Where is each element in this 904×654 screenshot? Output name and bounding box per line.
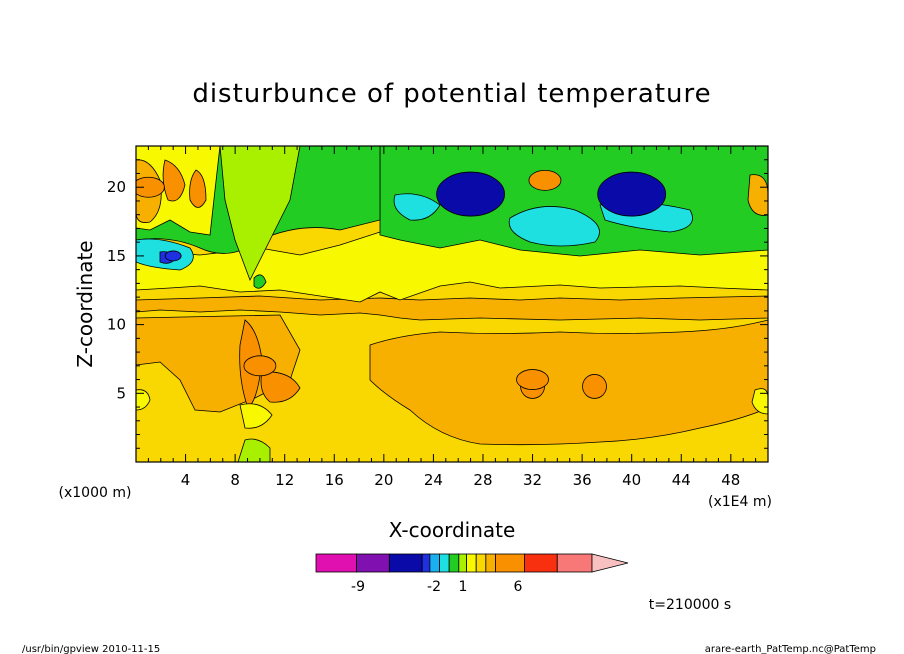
time-label: t=210000 s bbox=[649, 597, 731, 613]
feature-layer bbox=[136, 169, 667, 399]
contour-region bbox=[508, 206, 600, 247]
y-tick-label: 20 bbox=[107, 178, 126, 196]
colorbar-segment bbox=[485, 553, 496, 573]
colorbar-tick-label: -2 bbox=[427, 579, 441, 595]
contour-region bbox=[136, 389, 151, 411]
colorbar-segment bbox=[448, 553, 460, 573]
colorbar-segment bbox=[429, 553, 440, 573]
footer-left: /usr/bin/gpview 2010-11-15 bbox=[22, 644, 160, 654]
contour-region bbox=[393, 193, 441, 221]
x-tick-label: 48 bbox=[721, 471, 740, 489]
y-tick-label: 15 bbox=[107, 247, 126, 265]
x-tick-label: 12 bbox=[275, 471, 294, 489]
colorbar-segment bbox=[439, 553, 450, 573]
x-unit-label: (x1E4 m) bbox=[708, 494, 772, 510]
contour-region bbox=[136, 314, 301, 413]
colorbar-segment bbox=[466, 553, 477, 573]
colorbar-segment bbox=[458, 553, 467, 573]
colorbar-segment bbox=[475, 553, 487, 573]
colorbar-segment bbox=[556, 553, 593, 573]
x-axis-label: X-coordinate bbox=[389, 518, 516, 542]
feature-cell bbox=[164, 250, 182, 262]
plot-area bbox=[136, 146, 768, 462]
contour-region bbox=[369, 319, 768, 446]
x-tick-label: 28 bbox=[473, 471, 492, 489]
colorbar-segment bbox=[315, 553, 357, 573]
z-unit-label: (x1000 m) bbox=[59, 485, 132, 501]
x-tick-label: 36 bbox=[573, 471, 592, 489]
feature-cell bbox=[528, 169, 562, 191]
colorbar-segment bbox=[421, 553, 431, 573]
colorbar-segment bbox=[388, 553, 423, 573]
colorbar bbox=[315, 553, 629, 573]
colorbar-tick-label: 6 bbox=[514, 579, 523, 595]
feature-cell bbox=[582, 374, 607, 399]
y-tick-label: 10 bbox=[107, 316, 126, 334]
plot-frame bbox=[135, 145, 769, 463]
x-axis: 4 8 12 16 20 24 28 32 36 40 44 48 bbox=[147, 146, 757, 489]
colorbar-tick-label: 1 bbox=[459, 579, 468, 595]
x-tick-label: 40 bbox=[622, 471, 641, 489]
contour-region bbox=[189, 169, 207, 208]
contour-region bbox=[260, 371, 301, 403]
colorbar-segment bbox=[356, 553, 390, 573]
contour-region bbox=[162, 159, 186, 202]
feature-cell bbox=[243, 355, 277, 377]
footer-right: arare-earth_PatTemp.nc@PatTemp bbox=[705, 644, 876, 654]
contour-region bbox=[239, 403, 273, 429]
feature-cell bbox=[516, 369, 549, 390]
feature-cell bbox=[597, 171, 667, 217]
colorbar-arrow bbox=[591, 553, 629, 573]
y-axis: 5 10 15 20 bbox=[107, 159, 768, 449]
colorbar-tick-label: -9 bbox=[351, 579, 365, 595]
colorbar-tick-labels: -9 -2 1 6 bbox=[351, 579, 523, 595]
x-tick-label: 32 bbox=[523, 471, 542, 489]
contour-region bbox=[219, 146, 301, 281]
y-tick-label: 5 bbox=[116, 384, 126, 402]
x-tick-label: 16 bbox=[325, 471, 344, 489]
x-tick-label: 20 bbox=[374, 471, 393, 489]
feature-cell bbox=[136, 176, 165, 198]
colorbar-segment bbox=[524, 553, 558, 573]
contour-region bbox=[751, 388, 768, 415]
colorbar-segment bbox=[495, 553, 525, 573]
y-axis-label: Z-coordinate bbox=[73, 240, 97, 367]
contour-region bbox=[747, 174, 768, 216]
x-tick-label: 24 bbox=[424, 471, 443, 489]
x-tick-label: 8 bbox=[230, 471, 240, 489]
chart-title: disturbunce of potential temperature bbox=[192, 79, 711, 109]
x-tick-label: 44 bbox=[672, 471, 691, 489]
x-tick-label: 4 bbox=[181, 471, 191, 489]
contour-region bbox=[237, 438, 271, 462]
feature-cell bbox=[436, 171, 505, 217]
contour-region bbox=[253, 274, 267, 289]
